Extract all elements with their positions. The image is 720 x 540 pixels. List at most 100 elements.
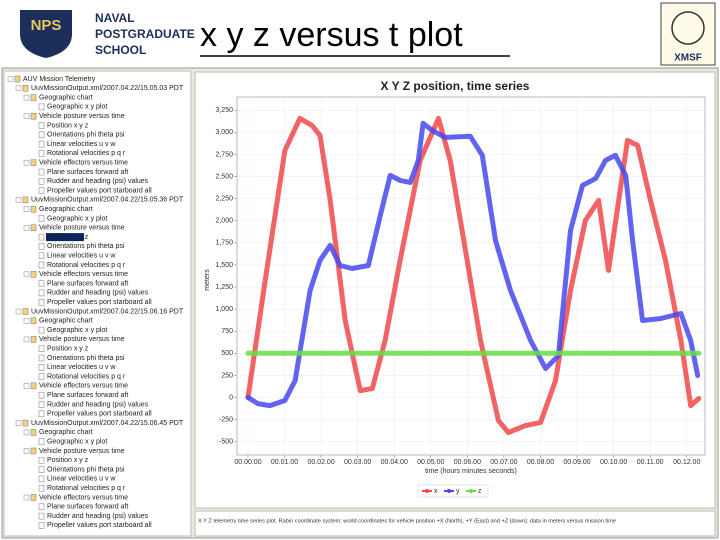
tree-icon xyxy=(22,419,29,427)
tree-item[interactable]: Rotational velocities p q r xyxy=(47,262,126,269)
tree-item[interactable]: Vehicle effectors versus time xyxy=(39,160,128,167)
tree-item[interactable]: Geographic chart xyxy=(39,318,93,325)
tree-expander xyxy=(23,94,30,101)
tree-item[interactable]: Position x y z xyxy=(47,234,89,241)
y-tick-label: 500 xyxy=(221,350,233,357)
tree-expander xyxy=(23,336,30,343)
tree-item[interactable]: Geographic chart xyxy=(39,429,93,436)
tree-item[interactable]: Orientations phi theta psi xyxy=(47,132,125,139)
tree-icon xyxy=(38,215,45,222)
tree-expander xyxy=(15,420,22,426)
y-tick-label: 250 xyxy=(221,372,233,379)
tree-icon xyxy=(30,94,37,101)
tree-item[interactable]: UuvMissionOutput.xml/2007.04.22/15.05.36… xyxy=(31,197,184,204)
tree-item[interactable]: Rudder and heading (psi) values xyxy=(47,178,149,185)
tree-panel xyxy=(3,70,192,537)
tree-expander xyxy=(23,159,30,166)
tree-item[interactable]: Rudder and heading (psi) values xyxy=(47,401,149,408)
tree-icon xyxy=(38,373,45,380)
tree-item[interactable]: Position x y z xyxy=(47,346,89,353)
caption: X Y Z telemetry time series plot. Rabin … xyxy=(198,518,616,524)
tree-item[interactable]: Rotational velocities p q r xyxy=(47,485,126,492)
tree-item[interactable]: Geographic x y plot xyxy=(47,439,107,446)
x-tick-label: 00.00.00 xyxy=(234,459,261,466)
tree-item[interactable]: Rudder and heading (psi) values xyxy=(47,513,149,520)
tree-expander xyxy=(23,113,30,119)
tree-item[interactable]: Geographic x y plot xyxy=(47,104,107,111)
legend-label: x xyxy=(434,488,438,495)
tree-icon xyxy=(38,252,45,259)
legend-swatch xyxy=(447,489,451,493)
tree-item[interactable]: Linear velocities u v w xyxy=(47,253,116,260)
tree-item[interactable]: Geographic x y plot xyxy=(47,215,107,222)
tree-item[interactable]: Plane surfaces forward aft xyxy=(47,169,128,176)
tree-icon xyxy=(38,401,45,408)
tree-item[interactable]: Plane surfaces forward aft xyxy=(47,392,128,399)
tree-item[interactable]: Orientations phi theta psi xyxy=(47,243,125,250)
legend-swatch xyxy=(425,489,429,493)
tree-icon xyxy=(38,457,45,464)
x-tick-label: 00.02.00 xyxy=(307,459,334,466)
tree-icon xyxy=(38,233,45,241)
tree-item[interactable]: Vehicle effectors versus time xyxy=(39,383,128,390)
tree: AUV Mission Telemetry UuvMissionOutput.xm… xyxy=(7,75,184,529)
tree-item[interactable]: Rotational velocities p q r xyxy=(47,150,126,157)
tree-item[interactable]: Vehicle effectors versus time xyxy=(39,494,128,501)
tree-item[interactable]: Position x y z xyxy=(47,122,89,129)
chart-title: X Y Z position, time series xyxy=(381,79,530,93)
tree-expander xyxy=(15,308,22,315)
tree-item[interactable]: Vehicle posture versus time xyxy=(39,113,125,120)
tree-item[interactable]: Vehicle posture versus time xyxy=(39,225,125,232)
tree-expander xyxy=(23,448,30,454)
tree-icon xyxy=(30,382,37,390)
x-axis-label: time (hours minutes seconds) xyxy=(425,468,517,475)
logo-face xyxy=(671,11,705,45)
tree-expander xyxy=(15,85,22,92)
tree-item[interactable]: Vehicle effectors versus time xyxy=(39,271,128,278)
tree-item[interactable]: Propeller values port starboard all xyxy=(47,522,152,529)
tree-item[interactable]: UuvMissionOutput.xml/2007.04.22/15.05.03… xyxy=(31,85,184,92)
tree-item[interactable]: Geographic x y plot xyxy=(47,327,107,334)
tree-item[interactable]: Position x y z xyxy=(47,457,89,464)
tree-expander xyxy=(23,225,30,231)
tree-item[interactable]: Vehicle posture versus time xyxy=(39,336,125,343)
tree-item[interactable]: AUV Mission Telemetry xyxy=(23,76,96,83)
tree-item[interactable]: Orientations phi theta psi xyxy=(47,355,125,362)
tree-icon xyxy=(38,503,45,511)
tree-item[interactable]: Propeller values port starboard all xyxy=(47,187,152,194)
tree-item[interactable]: Plane surfaces forward aft xyxy=(47,280,128,287)
tree-item[interactable]: UuvMissionOutput.xml/2007.04.22/15.06.16… xyxy=(31,308,184,315)
tree-icon xyxy=(38,522,45,529)
tree-icon xyxy=(38,345,45,352)
tree-expander xyxy=(23,383,30,389)
tree-item[interactable]: Propeller values port starboard all xyxy=(47,299,152,306)
y-axis-label: meters xyxy=(204,269,211,291)
tree-item[interactable]: Orientations phi theta psi xyxy=(47,466,125,473)
tree-item[interactable]: Rudder and heading (psi) values xyxy=(47,290,149,297)
y-tick-label: 3,250 xyxy=(215,107,233,114)
tree-icon xyxy=(38,289,45,297)
tree-selection xyxy=(46,233,84,242)
tree-item[interactable]: Rotational velocities p q r xyxy=(47,373,126,380)
tree-item[interactable]: Vehicle posture versus time xyxy=(39,448,125,455)
tree-icon xyxy=(38,298,45,306)
tree-item[interactable]: Geographic chart xyxy=(39,206,93,213)
x-tick-label: 00.05.00 xyxy=(417,459,444,466)
tree-item[interactable]: Plane surfaces forward aft xyxy=(47,504,128,511)
x-tick-label: 00.04.00 xyxy=(381,459,408,466)
tree-icon xyxy=(38,150,45,157)
y-tick-label: 3,000 xyxy=(215,129,233,136)
tree-item[interactable]: Linear velocities u v w xyxy=(47,141,116,148)
tree-item[interactable]: UuvMissionOutput.xml/2007.04.22/15.06.45… xyxy=(31,420,184,427)
y-tick-label: 0 xyxy=(229,394,233,401)
tree-expander xyxy=(23,429,30,436)
tree-item[interactable]: Linear velocities u v w xyxy=(47,364,116,371)
tree-item[interactable]: Propeller values port starboard all xyxy=(47,411,152,418)
tree-icon xyxy=(38,466,45,473)
tree-icon xyxy=(38,354,45,362)
x-tick-label: 00.11.00 xyxy=(637,459,664,466)
tree-item[interactable]: Geographic chart xyxy=(39,94,93,101)
y-tick-label: 2,750 xyxy=(215,151,233,158)
tree-item[interactable]: Linear velocities u v w xyxy=(47,476,116,483)
